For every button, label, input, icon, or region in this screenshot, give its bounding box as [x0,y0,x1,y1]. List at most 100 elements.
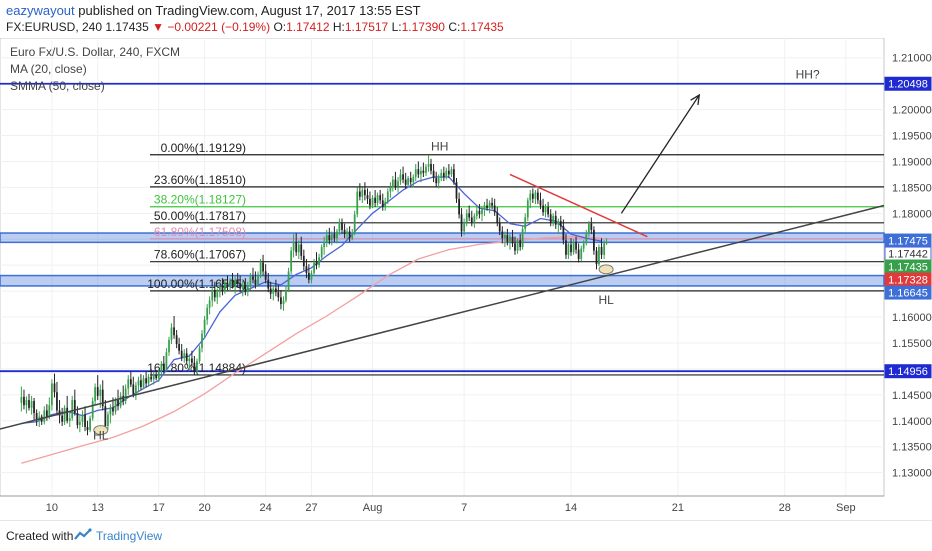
candle-body [137,380,140,386]
candle [173,316,175,339]
candle [63,405,66,425]
candle-body [399,174,402,182]
candle-body [119,395,122,407]
candle-body [81,414,84,422]
time-axis[interactable]: 10 13 17 20 24 27 Aug 7 14 21 28 Sep [0,495,884,514]
candle-body [407,178,409,185]
author-link[interactable]: eazywayout [6,3,75,18]
candle [320,244,323,260]
price-label-bg [884,364,932,379]
price-label: 1.14956 [884,364,932,379]
candle [307,264,310,284]
candle-body [160,363,163,372]
price-label-bg [884,285,932,300]
candles [20,155,608,436]
candle-body [313,262,315,273]
candle [140,374,142,390]
candle-body [511,236,514,244]
candle [119,392,122,409]
candle-body [211,290,214,301]
fib-level-label: 61.80%(1.17508) [154,225,246,239]
price-chart[interactable]: 0.00%(1.19129) 23.60%(1.18510) 38.20%(1.18… [0,37,932,520]
chart-area[interactable]: 0.00%(1.19129) 23.60%(1.18510) 38.20%(1.18… [0,37,932,520]
candle-body [201,333,203,349]
price-axis[interactable]: 1.210001.205001.200001.195001.190001.185… [884,53,932,480]
candle [409,171,412,185]
candle-body [292,241,295,251]
candle [183,349,186,363]
candle-body [109,407,112,415]
candle [430,158,432,175]
fib-level-label: 23.60%(1.18510) [154,173,246,187]
candle-body [506,235,509,242]
tradingview-brand[interactable]: TradingView [96,529,163,543]
candle [280,290,282,310]
candle-body [427,164,430,167]
candle [40,414,43,425]
candle [445,167,448,180]
candle-body [63,407,66,422]
candle-body [78,421,81,425]
candle-body [180,350,183,358]
low-value: 1.17390 [401,20,445,34]
candle-body [124,388,127,402]
candle [473,213,476,228]
candle [254,271,257,289]
candle [61,407,64,426]
fib-level-label: 38.20%(1.18127) [154,193,246,207]
candle [53,373,56,398]
y-tick-label: 1.15500 [892,338,932,350]
support-trendline [0,204,885,430]
candle [358,183,361,201]
price-label-text: 1.17442 [888,249,928,261]
open-value: 1.17412 [286,20,330,34]
y-tick-label: 1.20000 [892,105,932,117]
candle-body [432,170,435,179]
candle-body [101,389,104,407]
candle [453,164,455,185]
candle-body [590,223,593,230]
candle-body [221,285,224,292]
candle-body [364,189,366,196]
candle-body [244,284,247,293]
candle-body [170,327,173,340]
candle-body [320,247,323,258]
candle-body [391,179,394,188]
candle [165,348,168,372]
candle [404,172,407,189]
candle-body [191,358,193,363]
y-tick-label: 1.21000 [892,53,932,65]
candle-body [91,401,94,419]
candle [501,226,504,244]
candle [511,229,514,248]
candle [122,385,125,406]
candle-body [394,179,397,187]
candle-body [300,244,303,256]
price-label-text: 1.17475 [888,236,928,248]
candle-body [336,231,338,239]
candle [381,193,384,211]
candle [531,188,534,203]
candle [325,229,328,248]
y-tick-label: 1.13500 [892,442,932,454]
y-tick-label: 1.16000 [892,312,932,324]
candle [478,203,481,219]
candle-body [526,200,529,218]
candle-body [603,243,606,255]
x-tick-label: 13 [92,502,104,514]
candle [213,281,216,302]
candle [241,280,244,297]
candle [534,189,537,204]
candle [175,330,178,349]
y-tick-label: 1.14000 [892,416,932,428]
candle [351,228,354,241]
close-label: C: [448,20,461,34]
candle [305,258,308,279]
x-tick-label: 7 [461,502,467,514]
candle [211,285,214,307]
candle [25,396,28,414]
candle-body [343,229,346,235]
candle-body [142,378,145,388]
candle [127,375,130,395]
candle-body [478,210,481,215]
